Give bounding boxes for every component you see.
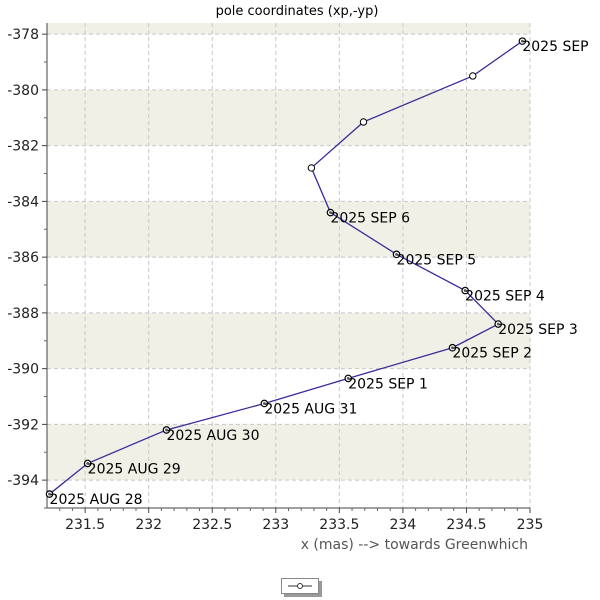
y-tick-label: -378: [7, 27, 39, 43]
data-point-marker-center: [395, 252, 398, 256]
x-tick-label: 232.5: [192, 517, 232, 533]
data-point-marker-center: [329, 211, 332, 214]
x-axis-ticks: 231.5 232 232.5 233 233.5 234 234.5 235: [59, 508, 544, 533]
x-tick-label: 233: [262, 517, 289, 533]
background-band: [47, 424, 530, 481]
y-tick-label: -380: [7, 83, 39, 99]
data-point-marker-center: [520, 39, 524, 43]
background-band: [47, 201, 530, 258]
y-tick-label: -382: [7, 139, 39, 155]
data-point-marker-center: [496, 322, 500, 326]
data-point-label: 2025 AUG 28: [50, 492, 143, 508]
grid-lines: [47, 23, 531, 508]
x-tick-label: 234: [390, 517, 417, 533]
y-tick-label: -392: [7, 417, 39, 433]
data-point-label: 2025 SEP 5: [397, 252, 477, 268]
x-axis-title: x (mas) --> towards Greenwhich: [301, 537, 528, 553]
y-tick-label: -394: [7, 473, 39, 489]
background-band: [47, 480, 530, 508]
background-band: [47, 23, 530, 35]
series-markers: [45, 37, 527, 498]
data-point-label: 2025 SEP: [522, 39, 588, 55]
background-band: [47, 89, 530, 146]
background-band: [47, 257, 530, 313]
y-tick-label: -390: [7, 362, 39, 378]
legend: [281, 578, 319, 594]
x-tick-label: 233.5: [319, 517, 359, 533]
y-tick-label: -386: [7, 250, 39, 266]
data-point-marker-center: [48, 492, 51, 496]
data-point-marker-center: [451, 346, 454, 350]
legend-line-marker-icon: [288, 583, 312, 589]
y-tick-label: -384: [7, 194, 39, 210]
data-point-marker-center: [262, 402, 266, 405]
data-point-label: 2025 AUG 29: [88, 461, 181, 477]
data-point-label: 2025 SEP 2: [452, 346, 532, 362]
background-band: [47, 145, 530, 202]
data-point-marker: [469, 72, 477, 80]
x-tick-label: 232: [135, 517, 162, 533]
data-point-marker-center: [463, 289, 467, 292]
y-axis-ticks: -378 -380 -382 -384 -386 -388 -390 -392 -394: [7, 27, 47, 509]
data-point-label: 2025 AUG 31: [264, 401, 357, 417]
data-point-label: 2025 AUG 30: [166, 428, 259, 444]
x-tick-label: 231.5: [65, 517, 105, 533]
data-point-label: 2025 SEP 1: [348, 376, 428, 392]
background-band: [47, 312, 530, 369]
series-line: [49, 40, 523, 495]
data-point-marker-center: [86, 462, 90, 465]
x-tick-label: 234.5: [446, 517, 486, 533]
data-point-marker-center: [346, 376, 350, 380]
background-bands: [47, 23, 530, 508]
data-point-marker: [359, 118, 368, 126]
point-labels: 2025 AUG 28 2025 AUG 29 2025 AUG 30 2025 AU…: [50, 39, 589, 508]
data-point-label: 2025 SEP 6: [330, 211, 410, 227]
data-point-marker: [307, 164, 316, 172]
x-tick-label: 235: [517, 517, 544, 533]
y-tick-label: -388: [7, 306, 39, 322]
data-point-marker-center: [165, 428, 168, 432]
data-point-label: 2025 SEP 4: [465, 289, 545, 305]
background-band: [47, 34, 530, 90]
data-point-label: 2025 SEP 3: [498, 322, 578, 338]
chart-title: pole coordinates (xp,-yp): [216, 4, 379, 19]
